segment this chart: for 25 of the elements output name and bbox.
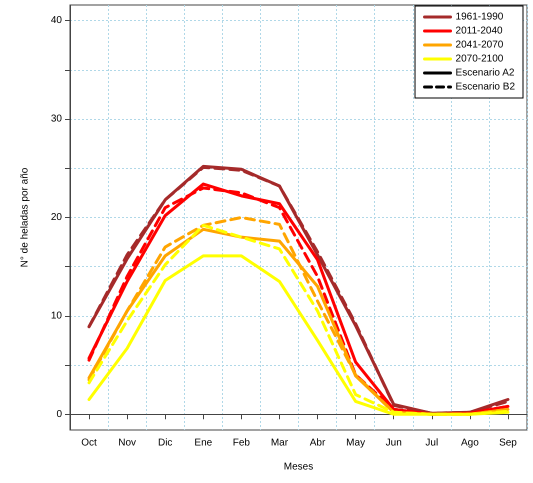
y-tick-label: 40 [50,15,62,26]
y-tick-label: 10 [50,310,62,322]
legend-label: 1961-1990 [456,12,504,22]
legend-label: Escenario A2 [456,68,515,78]
x-tick-label: Abr [310,438,326,448]
x-tick-label: Feb [232,438,250,448]
legend-label: Escenario B2 [456,82,516,92]
legend-label: 2011-2040 [456,26,504,36]
legend-label: 2041-2070 [456,40,504,50]
x-tick-label: May [346,438,366,448]
x-tick-label: Jun [386,438,402,448]
y-tick-label: 0 [56,408,62,420]
x-tick-label: Mar [270,438,289,448]
x-tick-label: Dic [158,438,172,448]
y-tick-label: 20 [50,212,62,223]
x-axis-title: Meses [284,462,314,472]
x-tick-label: Nov [118,438,136,448]
x-tick-label: Ago [460,438,480,448]
x-tick-label: Oct [81,438,98,448]
y-tick-label: 30 [50,114,62,125]
x-tick-label: Sep [499,438,518,448]
x-tick-label: Ene [194,438,213,448]
legend-label: 2070-2100 [456,54,504,64]
y-axis-title: N° de heladas por año [20,167,30,268]
x-tick-label: Jul [425,438,438,448]
